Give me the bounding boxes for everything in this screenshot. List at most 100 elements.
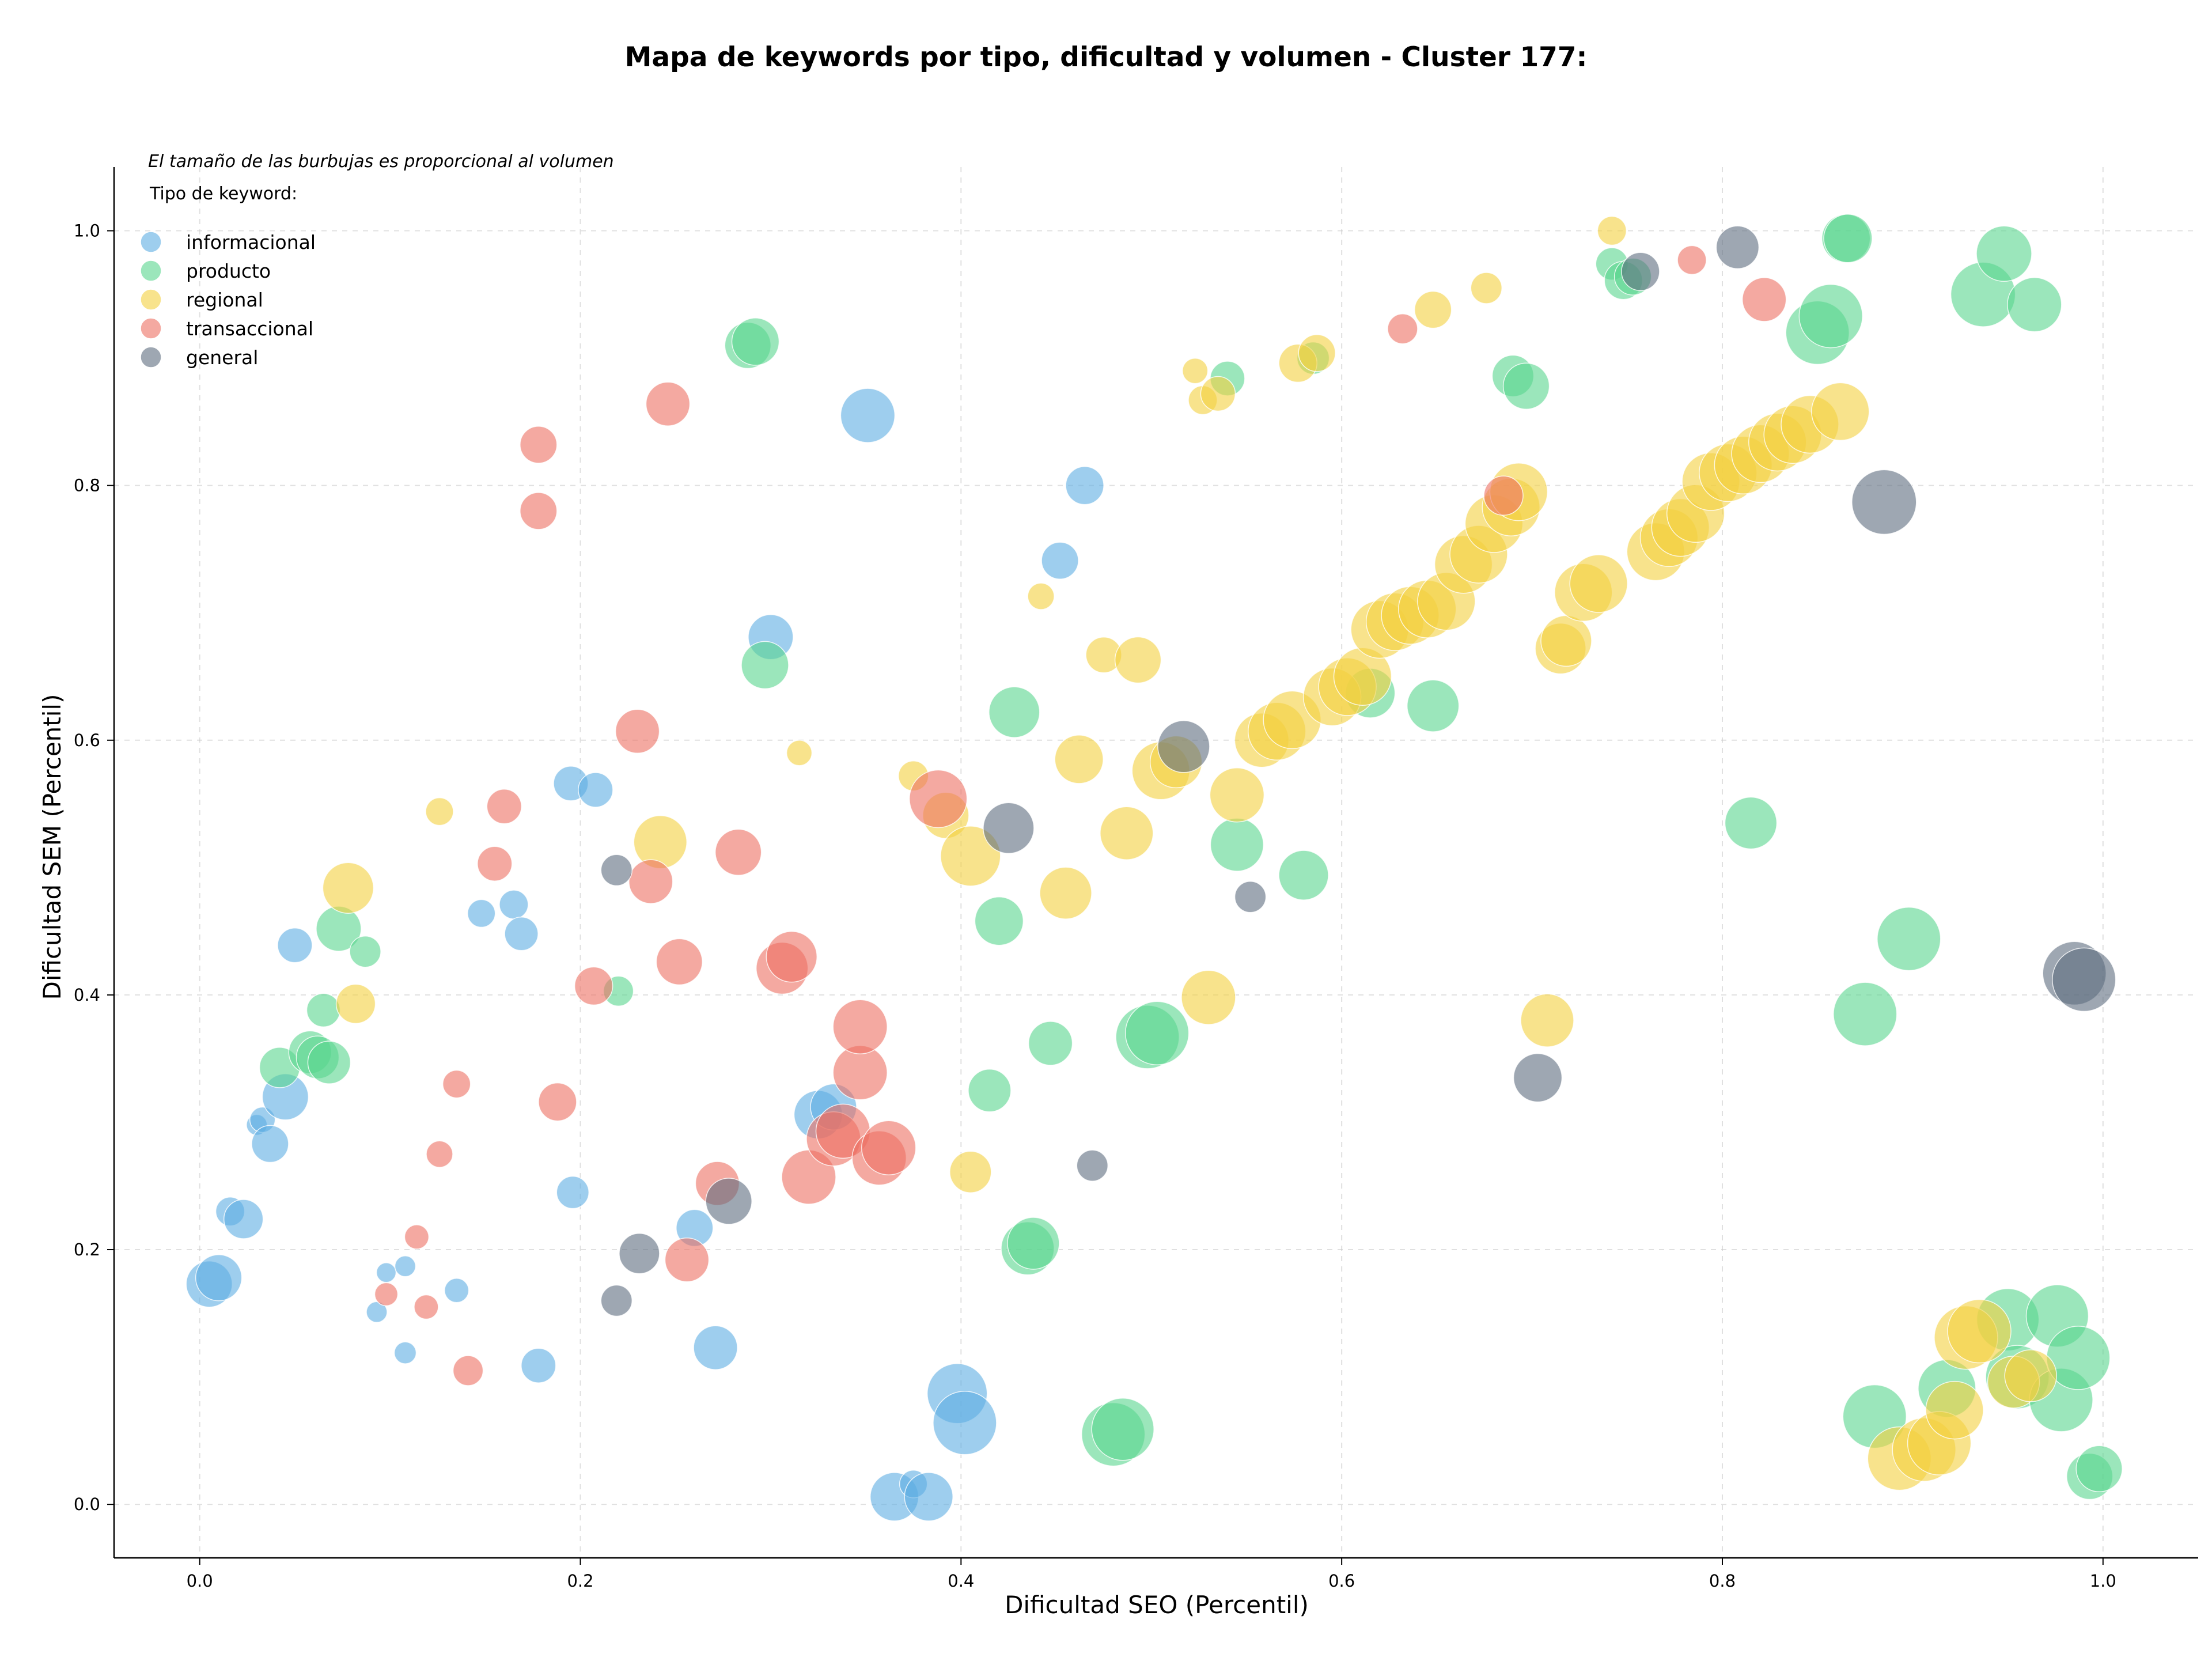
bubble-informacional [521,1348,556,1383]
bubble-general [705,1178,752,1225]
bubble-regional [1540,615,1592,667]
bubble-regional [1181,357,1209,384]
bubble-informacional [393,1341,417,1364]
bubble-transaccional [1387,313,1418,345]
x-tick-label: 1.0 [2090,1571,2116,1591]
bubble-informacional [1065,466,1104,505]
legend-marker-transaccional [140,317,162,339]
bubble-transaccional [520,492,558,530]
bubble-general [2052,947,2116,1012]
bubble-producto [988,686,1040,738]
bubble-regional [425,797,454,826]
bubble-regional [1947,1299,2012,1364]
bubble-informacional [444,1278,469,1303]
bubble-transaccional [861,1120,916,1175]
legend-marker-informacional [140,231,162,253]
bubble-informacional [693,1325,738,1370]
y-tick-label: 0.0 [74,1494,100,1514]
series-transaccional [374,245,1787,1386]
bubble-transaccional [486,788,522,824]
bubble-transaccional [442,1069,471,1099]
bubble-producto [1028,1021,1073,1066]
bubble-regional [1200,376,1236,412]
bubble-transaccional [1483,475,1524,516]
bubble-regional [1925,1380,1984,1440]
bubble-regional [1470,272,1503,304]
bubble-producto [1877,906,1941,971]
bubble-transaccional [664,1237,710,1282]
bubble-transaccional [645,381,691,426]
bubble-producto [306,993,341,1028]
bubble-regional [1181,970,1236,1026]
bubble-general [1234,880,1267,913]
bubbles [185,214,2123,1522]
bubble-regional [1811,382,1870,441]
bubble-informacional [556,1175,590,1209]
axis-ticks: 0.0 0.2 0.4 0.6 0.8 1.0 0.0 0.2 0.4 0.6 0.8 1.0 [74,221,2116,1591]
bubble-regional [1114,636,1162,684]
bubble-regional [633,815,688,869]
bubble-regional [786,740,813,766]
axes [113,167,2198,1559]
bubble-transaccional [714,828,762,876]
bubble-general [1513,1053,1563,1103]
y-tick-label: 0.2 [74,1240,100,1259]
bubble-producto [1210,818,1264,872]
bubble-transaccional [404,1224,430,1250]
bubble-producto [731,317,780,366]
bubble-general [600,1284,633,1317]
bubble-transaccional [574,966,613,1006]
bubble-general [983,802,1035,854]
legend-marker-general [140,346,162,368]
bubble-regional [2004,1349,2057,1402]
bubble-general [1621,252,1660,292]
bubble-transaccional [615,709,660,754]
bubble-producto [1502,362,1550,410]
grid-lines [114,167,2198,1558]
legend-label-regional: regional [186,289,263,311]
bubble-producto [741,641,789,690]
bubble-informacional [195,1254,243,1301]
legend-label-general: general [186,346,258,369]
bubble-informacional [376,1262,397,1283]
bubble-transaccional [414,1294,439,1320]
bubble-informacional [1041,542,1079,580]
bubble-transaccional [628,859,673,904]
bubble-producto [1007,1217,1060,1270]
bubble-informacional [223,1199,264,1239]
bubble-transaccional [656,938,703,986]
bubble-producto [2075,1445,2123,1493]
bubble-regional [1520,993,1574,1047]
bubble-producto [1278,850,1329,901]
bubble-producto [1724,796,1778,850]
bubble-regional [949,1151,992,1193]
bubble-regional [1039,867,1092,920]
bubble-regional [1298,334,1336,372]
bubble-general [1076,1149,1109,1182]
bubble-regional [335,983,376,1024]
x-tick-label: 0.0 [187,1571,213,1591]
bubble-general [1715,225,1760,270]
bubble-transaccional [766,930,818,983]
size-note: El tamaño de las burbujas es proporciona… [148,152,614,172]
legend: El tamaño de las burbujas es proporciona… [140,152,614,369]
bubble-producto [1976,225,2032,282]
bubble-transaccional [520,426,558,464]
bubble-regional [1569,554,1628,613]
bubble-producto [2007,277,2062,332]
bubble-transaccional [1741,277,1787,322]
bubble-producto [1823,214,1873,263]
bubble-producto [349,935,381,968]
bubble-regional [940,826,1001,887]
x-axis-label: Dificultad SEO (Percentil) [1005,1591,1309,1619]
bubble-producto [968,1068,1012,1113]
x-tick-label: 0.6 [1328,1571,1355,1591]
bubble-producto [1124,1001,1190,1065]
bubble-transaccional [374,1282,399,1307]
bubble-producto [1798,283,1863,349]
y-tick-label: 0.6 [74,731,100,750]
y-tick-label: 1.0 [74,221,100,241]
bubble-producto [974,896,1024,946]
bubble-regional [322,862,374,914]
